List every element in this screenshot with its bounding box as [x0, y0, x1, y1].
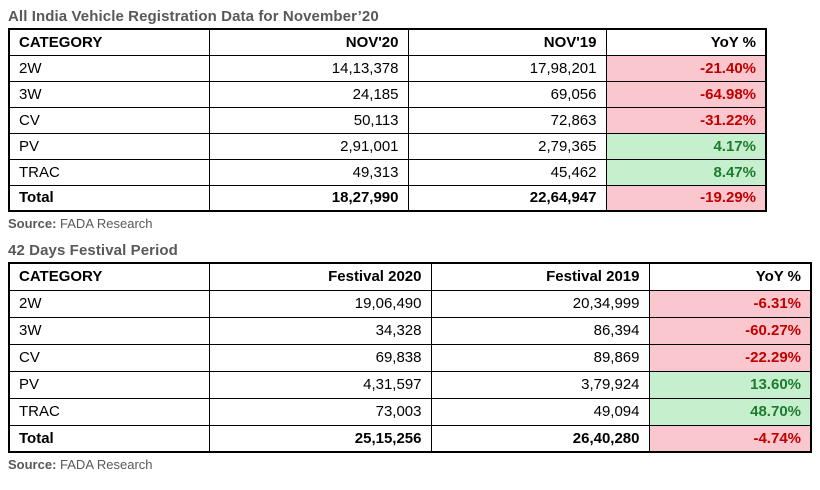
- nov20-value-cell: 14,13,378: [208, 54, 409, 82]
- category-cell: PV: [8, 370, 210, 399]
- table-row-2w: 2W 14,13,378 17,98,201 -21.40%: [8, 54, 767, 82]
- yoy-value-cell: -19.29%: [605, 184, 767, 212]
- yoy-value-cell: -64.98%: [605, 80, 767, 108]
- yoy-value-cell: 13.60%: [648, 370, 812, 399]
- category-cell: 2W: [8, 54, 210, 82]
- table-row-3w: 3W 34,328 86,394 -60.27%: [8, 316, 812, 345]
- category-cell: TRAC: [8, 397, 210, 426]
- yoy-value-cell: -21.40%: [605, 54, 767, 82]
- yoy-value-cell: -6.31%: [648, 289, 812, 318]
- category-cell: 3W: [8, 316, 210, 345]
- table1-title: All India Vehicle Registration Data for …: [8, 8, 379, 25]
- category-cell: TRAC: [8, 158, 210, 186]
- table-row-trac: TRAC 49,313 45,462 8.47%: [8, 158, 767, 186]
- nov19-value-cell: 72,863: [407, 106, 607, 134]
- yoy-value-cell: -22.29%: [648, 343, 812, 372]
- festival2019-value-cell: 49,094: [430, 397, 650, 426]
- category-cell: CV: [8, 343, 210, 372]
- festival-period-table: CATEGORY Festival 2020 Festival 2019 YoY…: [8, 262, 812, 453]
- report-page: All India Vehicle Registration Data for …: [8, 7, 820, 473]
- source-label: Source:: [8, 457, 57, 472]
- table-row-trac: TRAC 73,003 49,094 48.70%: [8, 397, 812, 426]
- yoy-value-cell: 4.17%: [605, 132, 767, 160]
- festival2019-value-cell: 20,34,999: [430, 289, 650, 318]
- nov19-value-cell: 45,462: [407, 158, 607, 186]
- source-value: FADA Research: [60, 457, 153, 472]
- table2-title: 42 Days Festival Period: [8, 242, 178, 259]
- festival2019-value-cell: 86,394: [430, 316, 650, 345]
- category-cell: PV: [8, 132, 210, 160]
- yoy-value-cell: 8.47%: [605, 158, 767, 186]
- table-total-row: Total 18,27,990 22,64,947 -19.29%: [8, 184, 767, 212]
- festival2019-value-cell: 89,869: [430, 343, 650, 372]
- category-cell: 3W: [8, 80, 210, 108]
- nov19-value-cell: 69,056: [407, 80, 607, 108]
- table2-header-festival2019: Festival 2019: [430, 262, 650, 291]
- festival2020-value-cell: 25,15,256: [208, 424, 432, 453]
- table-total-row: Total 25,15,256 26,40,280 -4.74%: [8, 424, 812, 453]
- table-row-2w: 2W 19,06,490 20,34,999 -6.31%: [8, 289, 812, 318]
- november-registration-table: CATEGORY NOV'20 NOV'19 YoY % 2W 14,13,37…: [8, 28, 767, 212]
- table1-header-yoy: YoY %: [605, 28, 767, 56]
- nov20-value-cell: 49,313: [208, 158, 409, 186]
- festival2020-value-cell: 69,838: [208, 343, 432, 372]
- yoy-value-cell: -4.74%: [648, 424, 812, 453]
- nov19-value-cell: 22,64,947: [407, 184, 607, 212]
- festival2019-value-cell: 26,40,280: [430, 424, 650, 453]
- festival2020-value-cell: 73,003: [208, 397, 432, 426]
- table2-header-yoy: YoY %: [648, 262, 812, 291]
- nov20-value-cell: 24,185: [208, 80, 409, 108]
- nov20-value-cell: 2,91,001: [208, 132, 409, 160]
- yoy-value-cell: -60.27%: [648, 316, 812, 345]
- nov20-value-cell: 50,113: [208, 106, 409, 134]
- festival2019-value-cell: 3,79,924: [430, 370, 650, 399]
- table1-header-category: CATEGORY: [8, 28, 210, 56]
- category-cell: CV: [8, 106, 210, 134]
- table2-source: Source: FADA Research: [8, 457, 820, 473]
- category-cell: Total: [8, 184, 210, 212]
- nov20-value-cell: 18,27,990: [208, 184, 409, 212]
- table-row-pv: PV 2,91,001 2,79,365 4.17%: [8, 132, 767, 160]
- category-cell: Total: [8, 424, 210, 453]
- yoy-value-cell: -31.22%: [605, 106, 767, 134]
- festival2020-value-cell: 19,06,490: [208, 289, 432, 318]
- table-row-3w: 3W 24,185 69,056 -64.98%: [8, 80, 767, 108]
- festival2020-value-cell: 4,31,597: [208, 370, 432, 399]
- source-label: Source:: [8, 216, 57, 231]
- table1-source: Source: FADA Research: [8, 216, 820, 232]
- table2-header-festival2020: Festival 2020: [208, 262, 432, 291]
- table1-header-nov20: NOV'20: [208, 28, 409, 56]
- table-row-cv: CV 69,838 89,869 -22.29%: [8, 343, 812, 372]
- yoy-value-cell: 48.70%: [648, 397, 812, 426]
- category-cell: 2W: [8, 289, 210, 318]
- table1-header-row: CATEGORY NOV'20 NOV'19 YoY %: [8, 28, 767, 56]
- table1-header-nov19: NOV'19: [407, 28, 607, 56]
- source-value: FADA Research: [60, 216, 153, 231]
- nov19-value-cell: 2,79,365: [407, 132, 607, 160]
- festival2020-value-cell: 34,328: [208, 316, 432, 345]
- nov19-value-cell: 17,98,201: [407, 54, 607, 82]
- table2-header-category: CATEGORY: [8, 262, 210, 291]
- table-row-pv: PV 4,31,597 3,79,924 13.60%: [8, 370, 812, 399]
- table-row-cv: CV 50,113 72,863 -31.22%: [8, 106, 767, 134]
- table2-header-row: CATEGORY Festival 2020 Festival 2019 YoY…: [8, 262, 812, 291]
